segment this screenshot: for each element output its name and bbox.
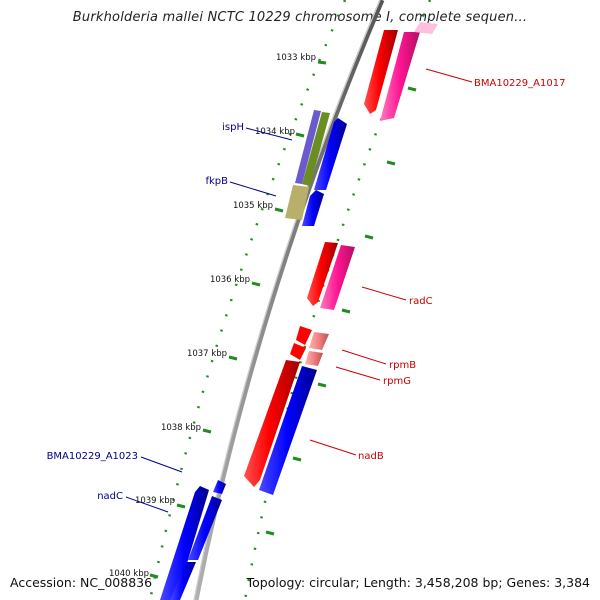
kbp-label: 1034 kbp bbox=[255, 127, 295, 137]
gene-rpmB-cds bbox=[296, 326, 312, 345]
gene-label-radC: radC bbox=[409, 296, 433, 307]
gene-label-nadC: nadC bbox=[97, 491, 123, 502]
outer-ticks bbox=[265, 86, 417, 536]
topology-text: Topology: circular; Length: 3,458,208 bp… bbox=[246, 575, 590, 590]
kbp-label: 1038 kbp bbox=[161, 423, 201, 433]
gene-rpmG-cds bbox=[290, 343, 306, 360]
gene-label-bma-a1023: BMA10229_A1023 bbox=[47, 451, 138, 462]
gene-label-fkpB: fkpB bbox=[205, 176, 228, 187]
gene-nadB-cds bbox=[244, 360, 300, 487]
reverse-features bbox=[160, 110, 347, 600]
gene-ispH-cds bbox=[314, 118, 347, 190]
gene-fkpB-cds bbox=[302, 190, 324, 226]
backbone bbox=[193, 0, 385, 600]
kbp-label: 1039 kbp bbox=[135, 496, 175, 506]
gene-bma-a1023-cds bbox=[213, 480, 226, 494]
gene-label-ispH: ispH bbox=[222, 122, 244, 133]
map-title: Burkholderia mallei NCTC 10229 chromosom… bbox=[72, 10, 528, 25]
gene-nadB-feature bbox=[259, 366, 317, 495]
gene-label-rpmG: rpmG bbox=[383, 376, 411, 387]
gene-nadC-feature bbox=[188, 496, 222, 560]
gene-ispH-green bbox=[302, 112, 330, 186]
gene-radC-feature bbox=[320, 245, 355, 310]
gene-ispH-feature bbox=[295, 110, 321, 184]
label-leaders bbox=[125, 68, 473, 513]
gene-label-bma-a1017: BMA10229_A1017 bbox=[474, 78, 565, 89]
gene-label-nadB: nadB bbox=[358, 451, 384, 462]
gene-bma-a1017-feature bbox=[380, 32, 420, 121]
gene-extra-cds bbox=[170, 562, 196, 600]
tick-track-outer bbox=[243, 0, 432, 600]
kbp-label: 1033 kbp bbox=[276, 53, 316, 63]
gene-fkpB-feature bbox=[285, 185, 309, 220]
backbone-highlight bbox=[193, 0, 381, 600]
tick-track-inner bbox=[148, 0, 347, 600]
gene-rpmB-feature bbox=[309, 332, 329, 350]
gene-bma-a1017-cds bbox=[364, 30, 398, 114]
gene-rpmG-feature bbox=[305, 351, 323, 366]
gene-bma-a1017-cap bbox=[414, 22, 438, 34]
kbp-label: 1037 kbp bbox=[187, 349, 227, 359]
kbp-label: 1036 kbp bbox=[210, 275, 250, 285]
gene-label-rpmB: rpmB bbox=[389, 360, 416, 371]
forward-features bbox=[244, 22, 438, 495]
kbp-label: 1035 kbp bbox=[233, 201, 273, 211]
kbp-ticks bbox=[149, 60, 327, 579]
accession-text: Accession: NC_008836 bbox=[10, 575, 153, 590]
gene-radC-cds bbox=[307, 242, 338, 306]
gene-nadC-cds bbox=[160, 486, 209, 600]
kbp-label: 1040 kbp bbox=[109, 569, 149, 579]
